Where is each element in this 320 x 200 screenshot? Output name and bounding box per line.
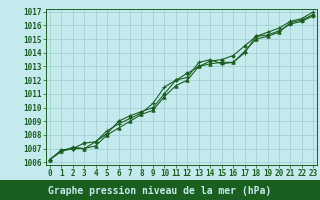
Text: Graphe pression niveau de la mer (hPa): Graphe pression niveau de la mer (hPa) xyxy=(48,186,272,196)
